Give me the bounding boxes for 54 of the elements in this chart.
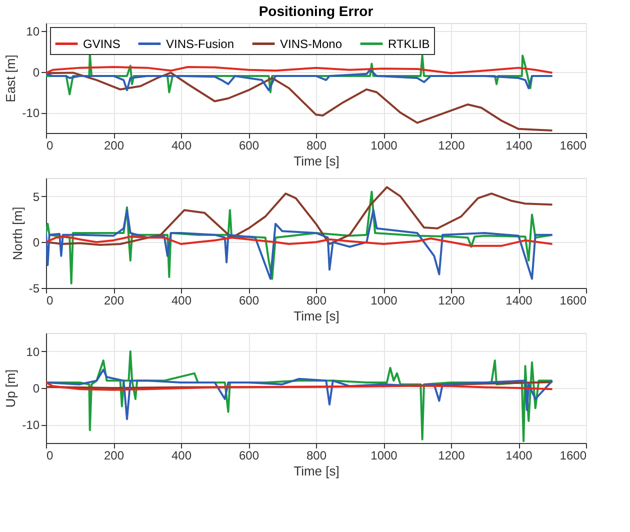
x-tick-label: 200 (104, 448, 124, 462)
legend-label: RTKLIB (388, 36, 430, 51)
x-tick-label: 0 (46, 294, 54, 308)
y-tick-label: -10 (22, 418, 40, 432)
line-series (46, 68, 554, 92)
y-tick-label: 0 (32, 236, 40, 250)
line-series (46, 186, 554, 246)
y-tick-label: 5 (32, 190, 40, 204)
chart-title: Positioning Error (258, 3, 374, 19)
legend-label: GVINS (83, 36, 120, 51)
x-tick-label: 800 (306, 448, 327, 462)
x-axis-title: Time [s] (294, 154, 340, 168)
y-tick-label: 0 (32, 65, 40, 80)
y-tick-label: -5 (28, 282, 40, 296)
x-tick-label: 1600 (560, 294, 587, 308)
x-tick-label: 1200 (438, 138, 466, 152)
x-tick-label: 1400 (506, 294, 533, 308)
x-tick-label: 1600 (560, 138, 587, 152)
line-series (46, 236, 554, 247)
x-tick-label: 200 (104, 294, 124, 308)
x-axis-title: Time [s] (294, 308, 340, 324)
x-tick-label: 0 (46, 448, 54, 462)
x-tick-label: 1000 (370, 294, 398, 308)
y-axis-title: North [m] (10, 206, 25, 260)
legend-label: VINS-Fusion (166, 36, 234, 51)
x-tick-label: 800 (306, 294, 327, 308)
x-tick-label: 400 (171, 294, 192, 308)
x-tick-label: 1400 (506, 138, 533, 152)
x-tick-label: 1400 (506, 448, 533, 462)
x-tick-label: 400 (171, 448, 192, 462)
x-tick-label: 800 (306, 138, 327, 152)
y-tick-label: 0 (32, 382, 40, 396)
x-tick-label: 0 (46, 138, 54, 152)
x-tick-label: 600 (238, 138, 260, 152)
y-tick-label: 10 (26, 24, 40, 39)
y-axis-title: Up [m] (3, 369, 18, 408)
x-tick-label: 1000 (370, 448, 398, 462)
x-tick-label: 600 (238, 294, 260, 308)
line-series (46, 368, 554, 420)
legend-label: VINS-Mono (280, 36, 342, 51)
x-tick-label: 1000 (370, 138, 398, 152)
y-tick-label: 10 (26, 344, 40, 359)
x-tick-label: 1200 (438, 448, 466, 462)
y-tick-label: -10 (22, 106, 40, 120)
x-tick-label: 400 (171, 138, 192, 152)
x-axis-title: Time [s] (294, 464, 340, 478)
line-series (46, 66, 554, 74)
line-series (46, 209, 554, 280)
y-axis-title: East [m] (3, 54, 18, 102)
x-tick-label: 1600 (560, 448, 587, 462)
line-series (46, 72, 554, 132)
x-tick-label: 1200 (438, 294, 466, 308)
x-tick-label: 600 (238, 448, 260, 462)
x-tick-label: 200 (104, 138, 124, 152)
